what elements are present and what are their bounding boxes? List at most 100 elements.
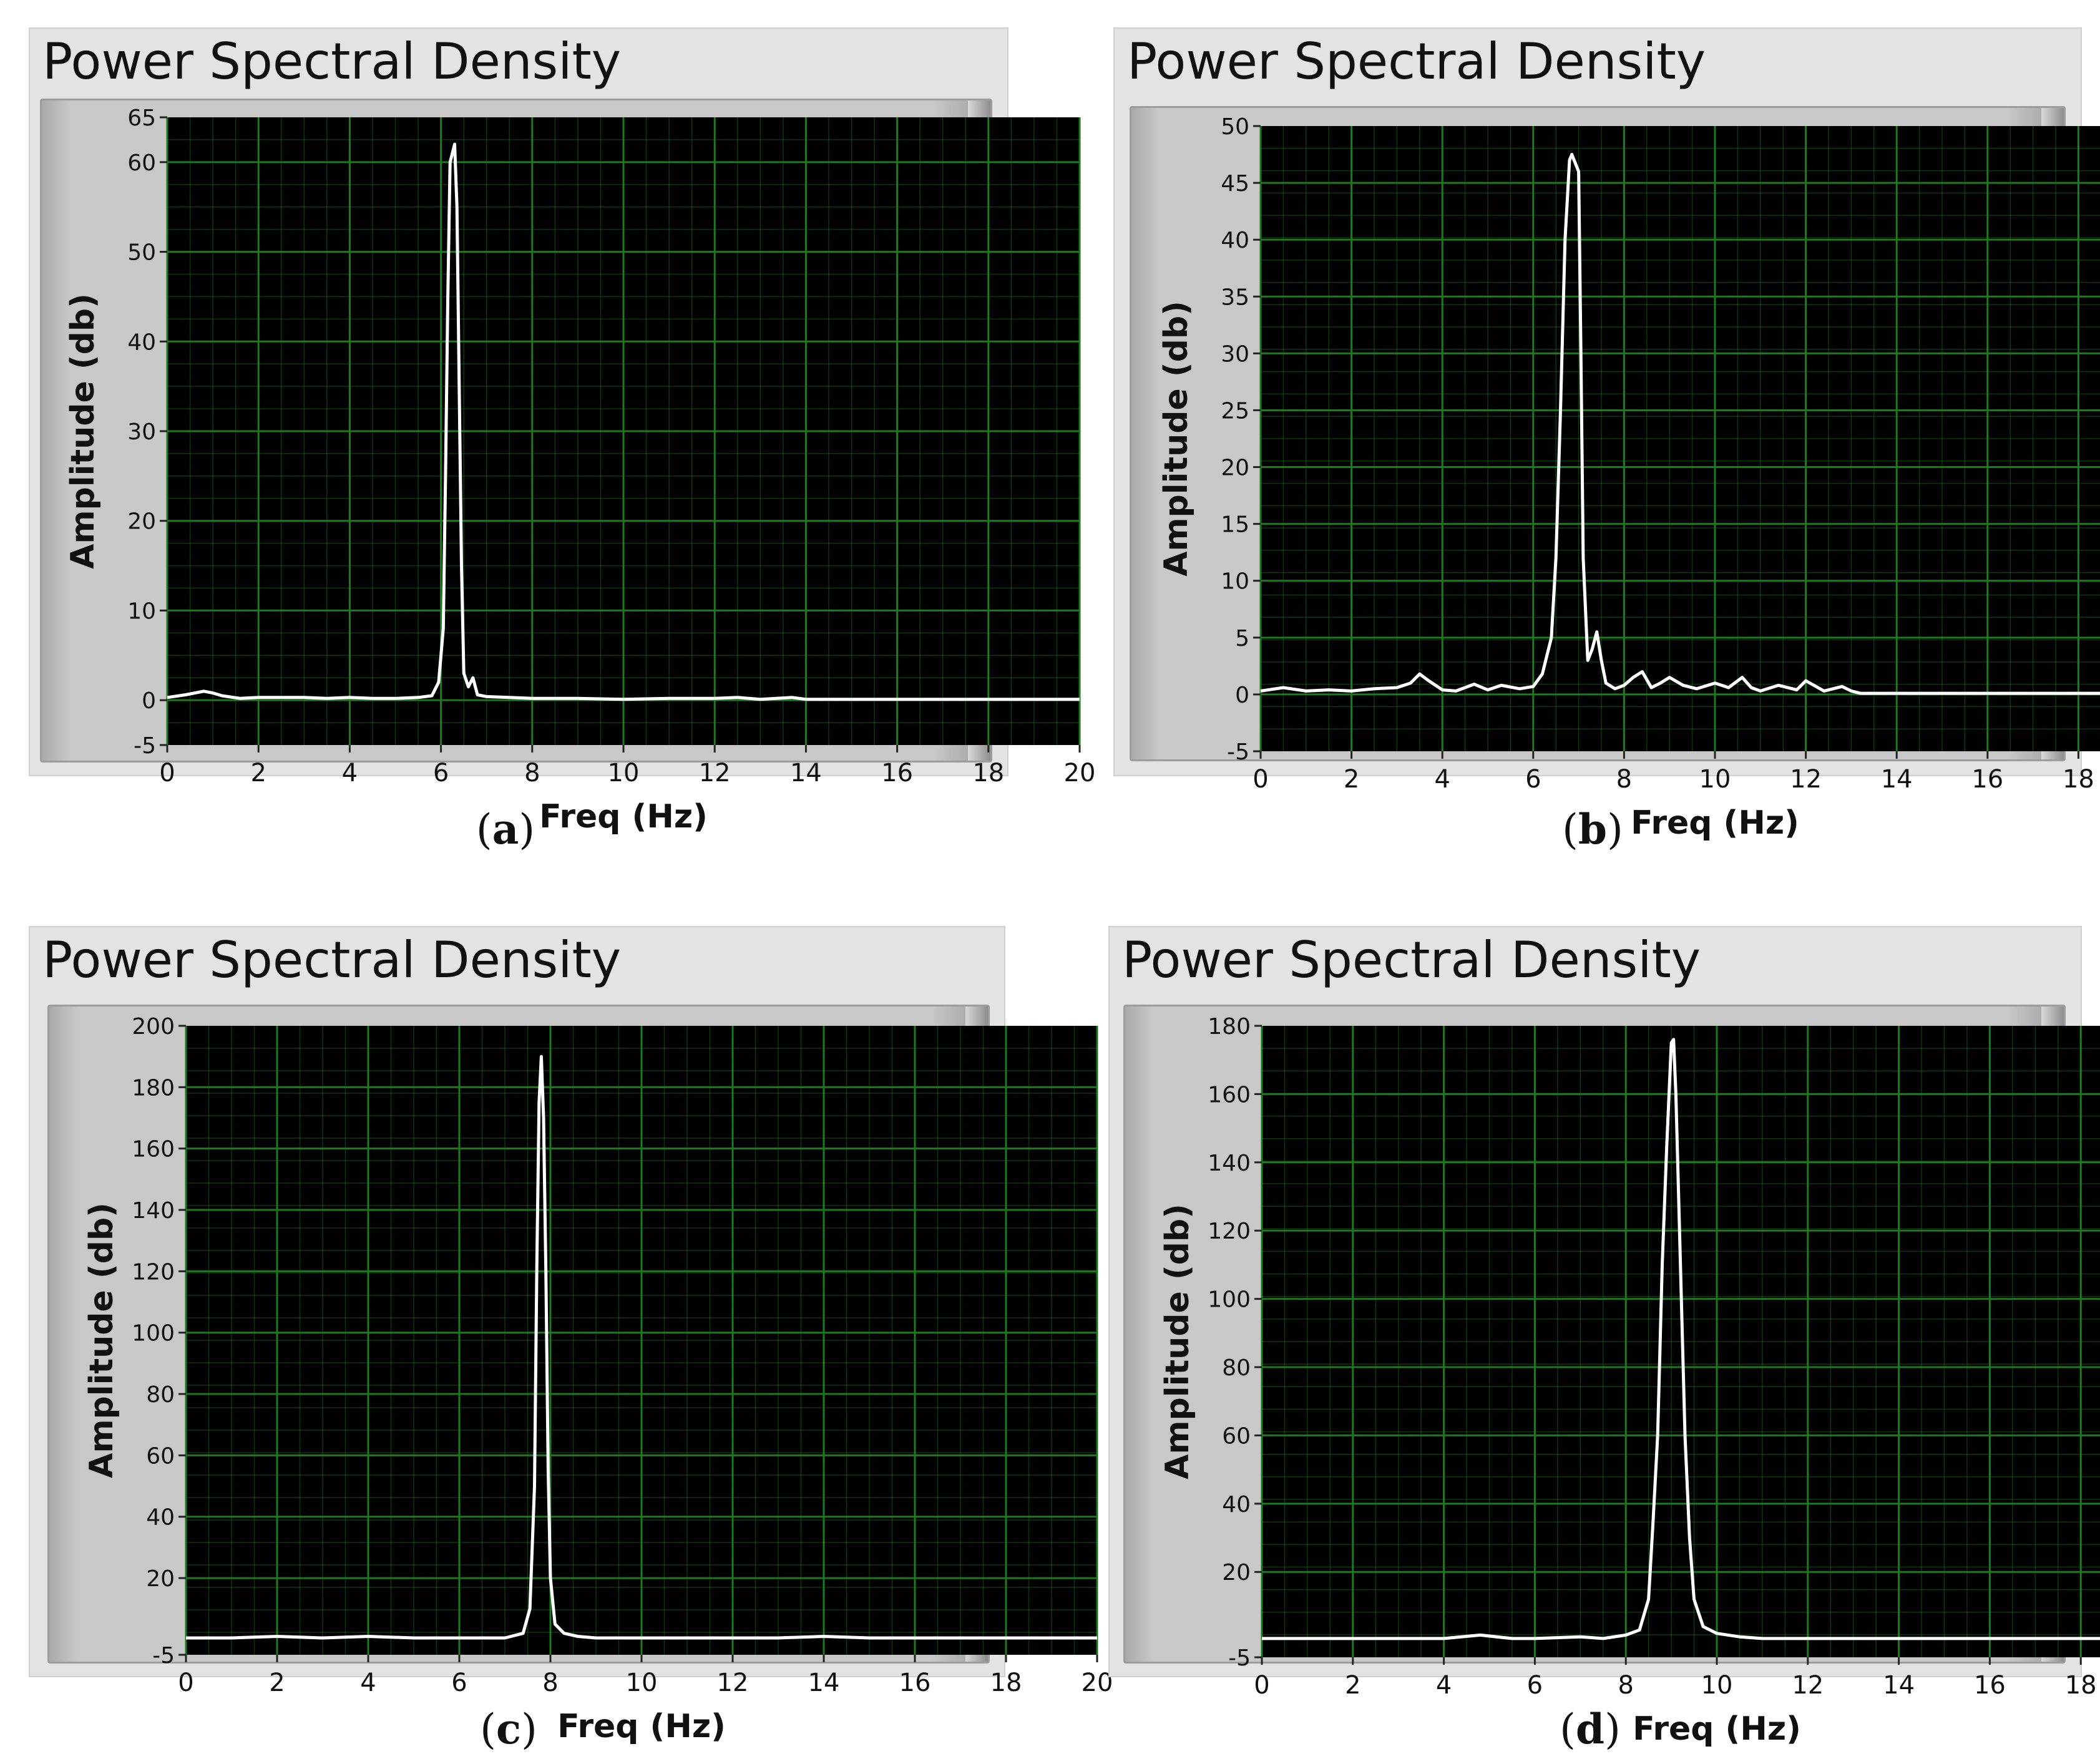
y-axis: -5 20 40 60 80 100 120 140 160 180: [1208, 1014, 1262, 1671]
y-tick-label: 50: [127, 240, 156, 266]
x-tick-label: 16: [1971, 765, 2003, 794]
x-tick-label: 6: [451, 1669, 467, 1697]
x-tick-label: 20: [1064, 759, 1096, 787]
y-tick-label: 0: [142, 688, 156, 714]
y-tick-label: 40: [127, 329, 156, 355]
caption-b: (b): [1562, 805, 1623, 854]
x-tick-label: 4: [342, 759, 358, 787]
y-tick-label: 160: [132, 1137, 175, 1162]
plot-area: [1261, 126, 2100, 751]
x-tick-label: 14: [1883, 1671, 1915, 1700]
y-tick-label: -5: [152, 1643, 175, 1669]
x-tick-label: 10: [626, 1669, 658, 1697]
y-tick-label: 120: [132, 1259, 175, 1285]
y-tick-label: 10: [1221, 569, 1249, 595]
x-tick-label: 2: [269, 1669, 285, 1697]
panel-title: Power Spectral Density: [1127, 32, 1706, 90]
y-tick-label: 40: [1221, 228, 1249, 253]
caption-a: (a): [476, 805, 535, 854]
x-tick-label: 0: [1253, 765, 1268, 794]
y-tick-label: 180: [1208, 1014, 1251, 1040]
panel-title: Power Spectral Density: [1122, 931, 1701, 989]
x-tick-label: 18: [972, 759, 1004, 787]
y-tick-label: 200: [132, 1014, 175, 1040]
x-tick-label: 20: [1082, 1669, 1113, 1697]
y-axis: -5 0 5 10 15 20 25 30 35 40 45 50: [1221, 114, 1261, 765]
x-tick-label: 14: [808, 1669, 840, 1697]
y-tick-label: 80: [146, 1382, 175, 1408]
x-tick-label: 8: [524, 759, 540, 787]
y-tick-label: 60: [127, 150, 156, 176]
x-tick-label: 12: [1790, 765, 1822, 794]
psd-trace: [1262, 1038, 2100, 1640]
x-tick-label: 6: [1527, 1671, 1543, 1700]
psd-chart-b: 0 2 4 6 8 10 12 14 16 18 20-5 0 5 10 15 20 25 30 35 40 45 50 F…: [1158, 114, 2100, 842]
y-tick-label: 20: [127, 509, 156, 535]
x-tick-label: 14: [790, 759, 822, 787]
x-tick-label: 18: [990, 1669, 1022, 1697]
x-tick-label: 4: [360, 1669, 376, 1697]
x-tick-label: 10: [1699, 765, 1731, 794]
psd-trace: [167, 142, 1080, 701]
x-tick-label: 8: [1616, 765, 1632, 794]
y-tick-label: 40: [146, 1505, 175, 1531]
y-tick-label: 45: [1221, 171, 1249, 197]
x-tick-label: 0: [159, 759, 175, 787]
y-tick-label: 140: [132, 1198, 175, 1224]
x-tick-label: 6: [1525, 765, 1541, 794]
psd-chart-c: 0 2 4 6 8 10 12 14 16 18 20 -5 20 40 60 80 100 120 140 160 1…: [83, 1014, 1113, 1745]
x-tick-label: 14: [1881, 765, 1913, 794]
x-tick-label: 12: [699, 759, 731, 787]
y-tick-label: 60: [1222, 1423, 1251, 1449]
x-tick-label: 8: [542, 1669, 558, 1697]
caption-c: (c): [480, 1705, 537, 1753]
x-tick-label: 16: [1974, 1671, 2006, 1700]
minor-grid: [1261, 126, 2100, 751]
y-tick-label: 180: [132, 1075, 175, 1101]
y-axis: -5 20 40 60 80 100 120 140 160 180 200: [132, 1014, 186, 1669]
x-tick-label: 4: [1436, 1671, 1452, 1700]
y-tick-label: 10: [127, 598, 156, 624]
panel-title: Power Spectral Density: [42, 931, 622, 989]
y-tick-label: 140: [1208, 1151, 1251, 1176]
y-tick-label: 30: [1221, 341, 1249, 367]
y-tick-label: 5: [1235, 626, 1249, 651]
y-tick-label: 50: [1221, 114, 1249, 140]
x-tick-label: 6: [433, 759, 449, 787]
x-tick-label: 16: [899, 1669, 931, 1697]
y-axis-label: Amplitude (db): [1158, 301, 1195, 577]
y-tick-label: 60: [146, 1443, 175, 1469]
psd-panel-c: Power Spectral Density 0 2 4 6 8 10 12 14 16 18 20…: [29, 926, 1113, 1745]
y-tick-label: -5: [1227, 739, 1249, 765]
caption-d: (d): [1560, 1705, 1621, 1753]
x-tick-label: 10: [608, 759, 640, 787]
y-axis-label: Amplitude (db): [64, 293, 102, 569]
x-tick-label: 12: [717, 1669, 749, 1697]
y-tick-label: 100: [132, 1321, 175, 1347]
x-tick-label: 2: [250, 759, 266, 787]
x-tick-label: 18: [2065, 1671, 2097, 1700]
y-axis-label: Amplitude (db): [1159, 1204, 1196, 1479]
y-axis: -5 0 10 20 30 40 50 60 65: [127, 105, 167, 759]
x-tick-label: 0: [1254, 1671, 1269, 1700]
y-tick-label: 15: [1221, 512, 1249, 538]
x-tick-label: 18: [2063, 765, 2094, 794]
y-tick-label: 100: [1208, 1287, 1251, 1313]
y-tick-label: 80: [1222, 1355, 1251, 1381]
x-axis-label: Freq (Hz): [1633, 1710, 1801, 1748]
psd-trace: [1260, 153, 2100, 695]
x-tick-label: 4: [1434, 765, 1450, 794]
y-tick-label: 160: [1208, 1082, 1251, 1108]
x-axis-label: Freq (Hz): [557, 1708, 726, 1745]
x-tick-label: 8: [1618, 1671, 1633, 1700]
y-tick-label: 20: [146, 1566, 175, 1592]
x-tick-label: 10: [1701, 1671, 1733, 1700]
psd-trace: [186, 1055, 1097, 1640]
psd-panel-a: Power Spectral Density 0 2 4 6 8 10 12 14 16 18 20…: [29, 27, 1095, 836]
y-tick-label: 20: [1222, 1560, 1251, 1586]
